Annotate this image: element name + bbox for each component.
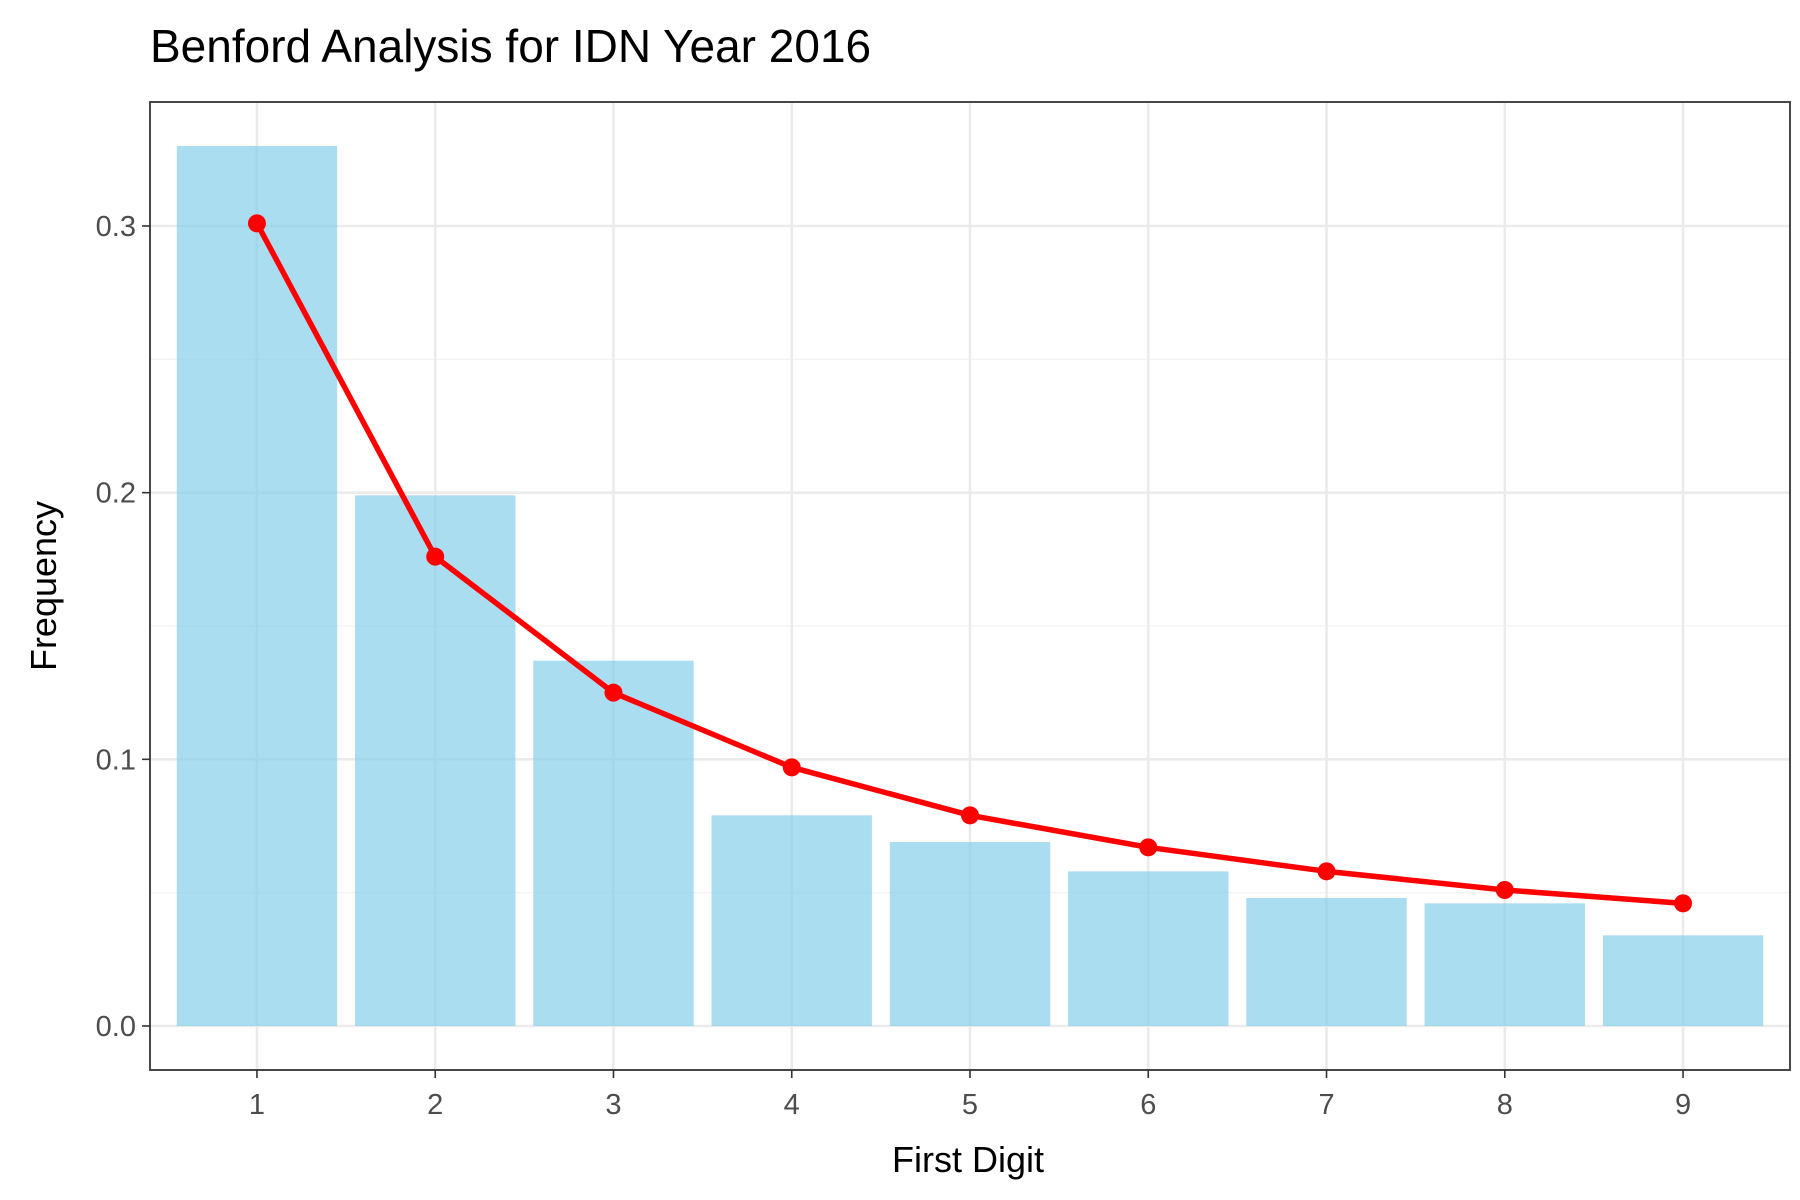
x-tick-label: 9 bbox=[1675, 1089, 1691, 1121]
benford-line-layer bbox=[247, 214, 1693, 913]
benford-point-digit-8 bbox=[1495, 881, 1514, 899]
benford-point-digit-2 bbox=[426, 547, 445, 566]
y-tick-label: 0.1 bbox=[96, 744, 136, 776]
bar-digit-1 bbox=[176, 146, 338, 1026]
x-tick-label: 1 bbox=[249, 1089, 265, 1121]
bars-layer bbox=[176, 146, 1764, 1026]
bar-digit-9 bbox=[1602, 935, 1764, 1026]
benford-point-digit-6 bbox=[1139, 838, 1158, 857]
y-tick-label: 0.0 bbox=[96, 1011, 136, 1043]
benford-point-digit-4 bbox=[782, 758, 801, 777]
benford-point-digit-9 bbox=[1674, 894, 1693, 913]
bar-digit-7 bbox=[1246, 898, 1407, 1026]
x-tick-label: 6 bbox=[1140, 1089, 1156, 1121]
bar-digit-5 bbox=[889, 842, 1051, 1026]
y-tick-label: 0.2 bbox=[96, 478, 136, 510]
benford-point-digit-1 bbox=[247, 214, 266, 233]
x-tick-label: 2 bbox=[427, 1089, 443, 1121]
benford-point-digit-5 bbox=[961, 806, 979, 825]
x-tick-label: 7 bbox=[1318, 1089, 1334, 1121]
bar-digit-4 bbox=[711, 815, 872, 1026]
bar-digit-3 bbox=[533, 660, 694, 1026]
chart-title: Benford Analysis for IDN Year 2016 bbox=[150, 20, 871, 72]
y-tick-label: 0.3 bbox=[96, 211, 136, 243]
x-tick-label: 5 bbox=[962, 1089, 978, 1121]
benford-point-digit-3 bbox=[604, 683, 623, 702]
x-tick-label: 3 bbox=[605, 1089, 621, 1121]
y-axis-title: Frequency bbox=[23, 501, 64, 671]
x-tick-label: 8 bbox=[1497, 1089, 1513, 1121]
axis-layer: 0.0 0.1 0.2 0.3 1 2 3 4 5 6 7 8 9 bbox=[96, 211, 1691, 1121]
bar-digit-6 bbox=[1068, 871, 1229, 1026]
bar-digit-2 bbox=[355, 495, 516, 1026]
x-tick-label: 4 bbox=[784, 1089, 800, 1121]
x-axis-title: First Digit bbox=[892, 1139, 1044, 1180]
benford-point-digit-7 bbox=[1317, 862, 1336, 881]
bar-digit-8 bbox=[1424, 903, 1585, 1026]
